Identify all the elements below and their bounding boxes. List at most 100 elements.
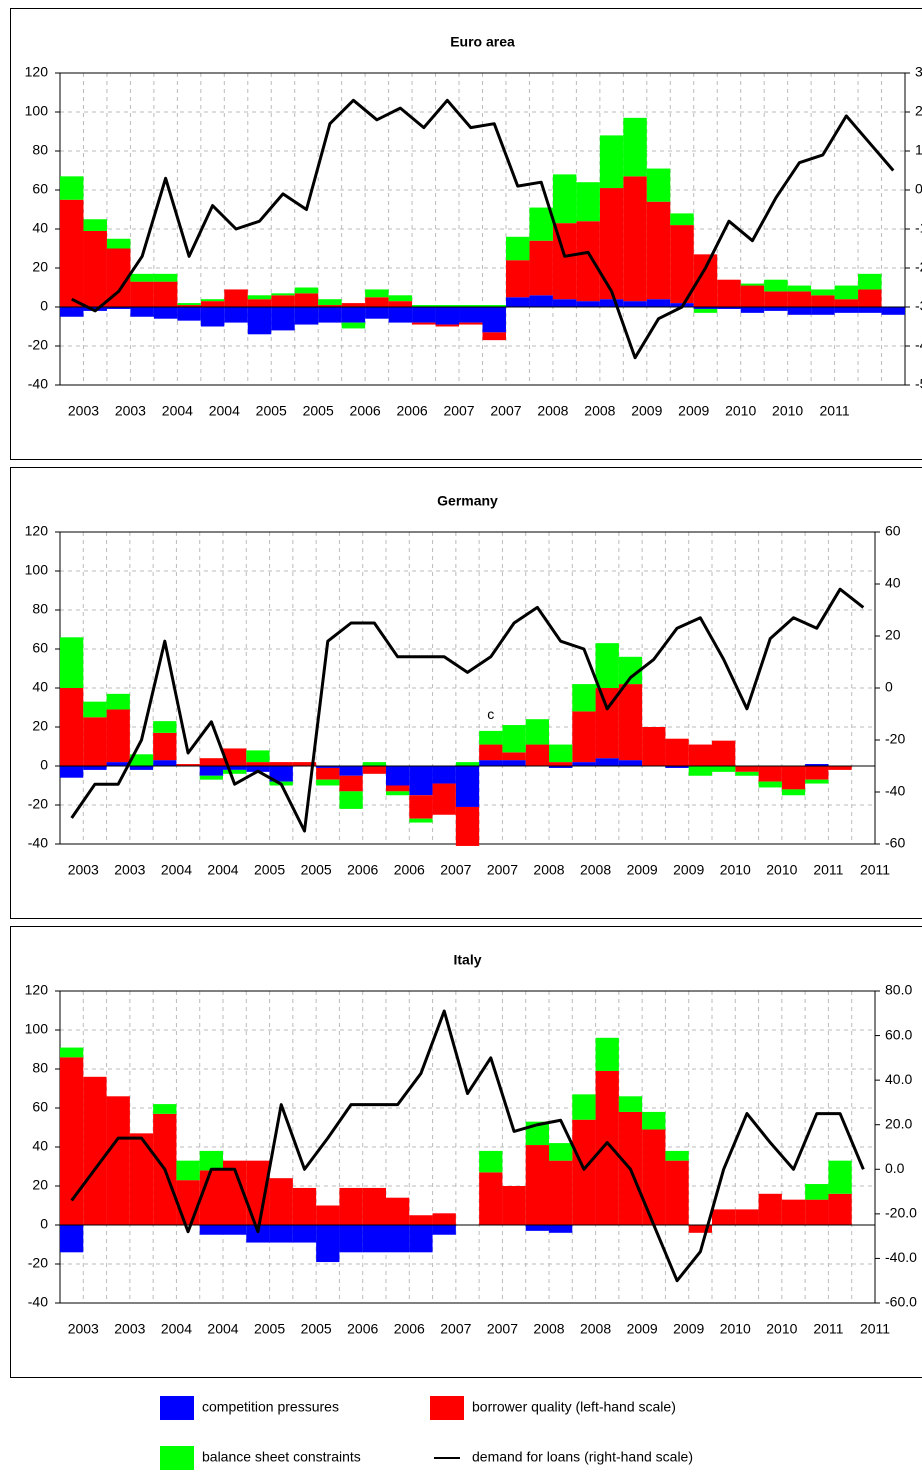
bar xyxy=(599,188,624,300)
bar xyxy=(294,293,319,307)
bar xyxy=(153,273,178,282)
y-tick-label: 80 xyxy=(32,601,48,617)
bar xyxy=(595,643,619,688)
bar xyxy=(811,289,835,296)
bar xyxy=(642,1129,666,1225)
y2-tick-label: -40 xyxy=(915,337,922,353)
bar xyxy=(740,307,765,313)
bar xyxy=(572,684,596,712)
bar xyxy=(106,762,130,766)
bar xyxy=(642,1111,666,1130)
bar xyxy=(623,301,647,307)
bar xyxy=(318,299,342,306)
bar xyxy=(595,688,619,759)
bar xyxy=(576,221,600,302)
bar xyxy=(412,305,436,307)
y-tick-label: 60 xyxy=(32,640,48,656)
bar xyxy=(858,273,882,290)
y-tick-label: 100 xyxy=(25,1021,49,1037)
bar xyxy=(60,688,84,766)
bar xyxy=(459,307,483,323)
bar xyxy=(246,1160,270,1225)
bar xyxy=(529,240,553,296)
bar xyxy=(224,307,248,323)
bar xyxy=(665,738,689,766)
bar xyxy=(712,1209,736,1225)
legend-label: competition pressures xyxy=(202,1399,339,1415)
bar xyxy=(129,1133,154,1225)
bar xyxy=(735,1209,759,1225)
bar xyxy=(386,766,410,786)
bar xyxy=(618,656,643,685)
bar xyxy=(106,238,131,249)
bar xyxy=(153,732,177,761)
bar xyxy=(223,748,247,766)
bar xyxy=(316,1205,340,1225)
x-tick-label: 2007 xyxy=(487,862,518,878)
bar xyxy=(83,701,107,718)
bar xyxy=(365,307,389,319)
y2-tick-label: -30 xyxy=(915,298,922,314)
bar xyxy=(828,766,852,770)
bar xyxy=(199,1225,223,1235)
bar xyxy=(805,1184,829,1200)
bar xyxy=(688,1225,712,1233)
bar xyxy=(177,307,201,321)
bar xyxy=(595,758,619,766)
y-tick-label: -20 xyxy=(28,1255,48,1271)
bar xyxy=(176,1160,200,1181)
bar xyxy=(432,1213,456,1225)
bar xyxy=(106,709,130,763)
bar xyxy=(83,717,107,766)
y2-tick-label: -40.0 xyxy=(885,1249,917,1265)
bar xyxy=(316,766,340,768)
line-series xyxy=(70,587,865,833)
y-tick-label: -40 xyxy=(28,376,48,392)
bar xyxy=(712,766,736,772)
bar xyxy=(688,766,712,776)
bar xyxy=(106,248,131,307)
bar xyxy=(199,766,223,776)
bar xyxy=(712,740,736,766)
y-tick-label: 0 xyxy=(40,298,48,314)
y-tick-label: -40 xyxy=(28,1294,48,1310)
bar xyxy=(200,299,225,302)
bar xyxy=(858,289,882,307)
bar xyxy=(176,764,200,766)
bar xyxy=(153,307,178,319)
bar xyxy=(740,285,765,307)
bar xyxy=(828,1160,852,1194)
bar xyxy=(505,236,530,261)
y-tick-label: 100 xyxy=(25,103,49,119)
y-tick-label: 80 xyxy=(32,142,48,158)
bar xyxy=(388,301,413,307)
bar xyxy=(200,307,225,327)
bar xyxy=(881,307,905,315)
bar xyxy=(811,295,835,307)
legend-swatch xyxy=(160,1396,194,1420)
bar xyxy=(618,1096,643,1112)
y2-tick-label: 20 xyxy=(915,103,922,119)
bar xyxy=(294,307,319,325)
chart-title: Germany xyxy=(437,493,498,509)
bar xyxy=(505,260,530,298)
x-tick-label: 2007 xyxy=(440,1321,471,1337)
y2-tick-label: -20 xyxy=(885,731,905,747)
bar xyxy=(341,303,366,307)
y2-tick-label: 0.0 xyxy=(885,1160,905,1176)
line-series xyxy=(71,98,895,360)
bar xyxy=(223,769,247,774)
bar xyxy=(735,766,759,772)
bar xyxy=(83,219,107,231)
bar xyxy=(479,730,503,745)
bar xyxy=(764,279,788,292)
bar xyxy=(735,771,759,776)
panel-frame xyxy=(10,8,922,460)
bar xyxy=(576,182,600,222)
bar xyxy=(269,766,293,782)
bar xyxy=(247,295,272,300)
bar xyxy=(670,213,694,226)
bar xyxy=(552,174,577,224)
